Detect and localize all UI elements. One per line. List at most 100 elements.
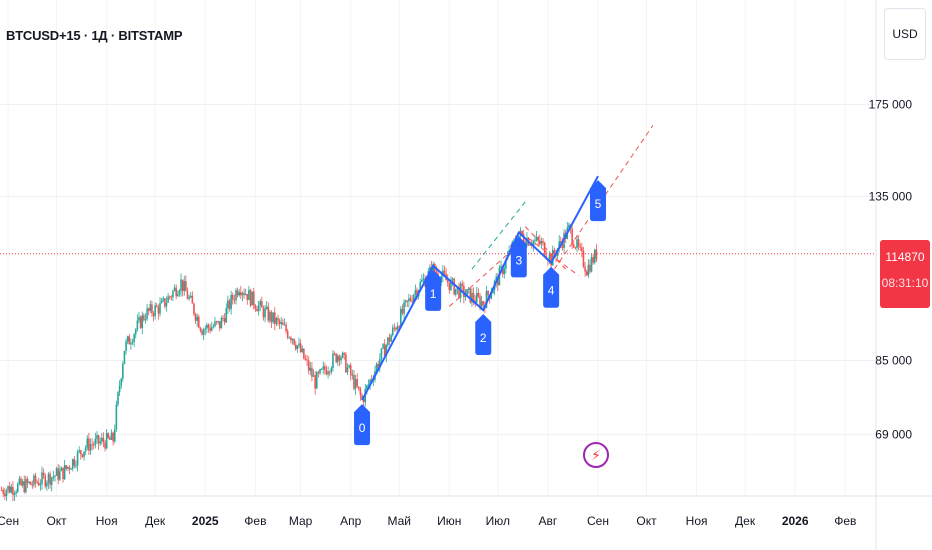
candle-body (353, 374, 355, 389)
wave-label-2[interactable]: 2 (475, 314, 492, 356)
candle-body (349, 365, 352, 376)
candle-body (270, 312, 273, 323)
candle-body (248, 290, 250, 301)
candle-body (480, 301, 483, 307)
candle-body (89, 444, 92, 451)
candle-body (233, 299, 236, 301)
candle-body (39, 484, 42, 486)
candle-body (409, 298, 412, 301)
candle-body (60, 467, 63, 471)
candle-body (138, 316, 140, 321)
candle-body (419, 281, 422, 291)
candle-body (176, 294, 179, 297)
candle-body (412, 294, 415, 302)
candle-body (446, 280, 449, 283)
candle-body (33, 475, 35, 485)
candle-body (256, 309, 258, 312)
wave-label-5[interactable]: 5 (590, 180, 607, 222)
x-tick-label: Дек (735, 514, 756, 528)
y-tick-label: 135 000 (869, 190, 913, 204)
candle-body (542, 241, 544, 243)
candle-body (589, 264, 591, 272)
candle-body (225, 308, 228, 323)
symbol-title[interactable]: BTCUSD+15 · 1Д · BITSTAMP (6, 28, 183, 43)
candle-body (83, 451, 85, 457)
candle-body (422, 278, 425, 281)
candle-body (57, 468, 59, 480)
candle-body (160, 300, 163, 304)
candle-body (59, 470, 61, 480)
candle-body (67, 466, 69, 469)
candle-body (403, 302, 405, 314)
candle-body (440, 276, 443, 283)
candle-body (450, 280, 452, 291)
candle-body (543, 242, 546, 257)
candle-body (393, 327, 396, 329)
candle-body (304, 358, 307, 360)
candle-body (231, 295, 234, 300)
candle-body (238, 292, 241, 296)
lightning-icon[interactable]: ⚡ (583, 442, 609, 468)
x-tick-label: Мар (289, 514, 313, 528)
candle-body (112, 432, 114, 442)
candle-body (175, 287, 177, 297)
candle-body (411, 300, 413, 302)
wave-label-0[interactable]: 0 (354, 404, 371, 446)
wave-label-4[interactable]: 4 (543, 266, 560, 308)
candle-body (477, 292, 480, 297)
candle-body (46, 482, 48, 487)
candle-body (159, 303, 161, 314)
candle-body (243, 293, 245, 295)
candle-body (180, 279, 182, 291)
candle-body (96, 435, 98, 439)
candle-body (487, 290, 489, 296)
candle-body (185, 281, 187, 292)
candle-body (282, 322, 284, 325)
candlestick-series (0, 221, 598, 502)
elliott-wave-markers[interactable]: 0 1 2 3 4 5 (354, 180, 607, 446)
candle-body (152, 313, 155, 317)
currency-button[interactable]: USD (884, 8, 926, 60)
candle-body (382, 344, 384, 349)
candle-body (193, 303, 195, 315)
last-price-value: 114870 (885, 250, 925, 264)
wave-label-3[interactable]: 3 (510, 236, 527, 278)
candle-body (246, 294, 249, 301)
candle-body (317, 372, 320, 374)
candle-body (101, 437, 103, 442)
candle-body (102, 437, 105, 443)
candle-body (414, 290, 417, 295)
wave-label-1[interactable]: 1 (425, 269, 442, 311)
candle-body (553, 249, 556, 255)
candle-body (201, 330, 203, 335)
candle-body (78, 450, 80, 452)
candle-body (576, 239, 578, 248)
wave-label-text: 3 (515, 253, 522, 267)
y-tick-label: 69 000 (875, 427, 912, 441)
candle-body (383, 344, 386, 357)
candle-body (345, 354, 347, 373)
candle-body (265, 306, 268, 309)
candle-body (451, 278, 454, 281)
candle-body (230, 295, 232, 310)
candle-body (314, 375, 316, 389)
candle-body (149, 304, 152, 311)
candle-body (251, 291, 253, 306)
candle-body (463, 285, 465, 297)
candle-body (125, 341, 127, 351)
candle-body (522, 235, 525, 243)
candle-body (311, 367, 313, 377)
candle-body (139, 316, 142, 329)
candle-body (164, 298, 166, 307)
candle-body (298, 343, 300, 346)
candle-body (118, 385, 121, 393)
y-axis[interactable]: 175 000 135 000 85 000 69 000 (869, 98, 913, 442)
x-axis[interactable]: Сен Окт Ноя Дек 2025 Фев Мар Апр Май Июн Июл Авг Сен… (0, 514, 856, 528)
candle-body (189, 295, 192, 298)
candle-body (429, 266, 431, 272)
candle-body (454, 288, 457, 295)
candle-body (49, 473, 51, 485)
candle-body (223, 318, 226, 323)
